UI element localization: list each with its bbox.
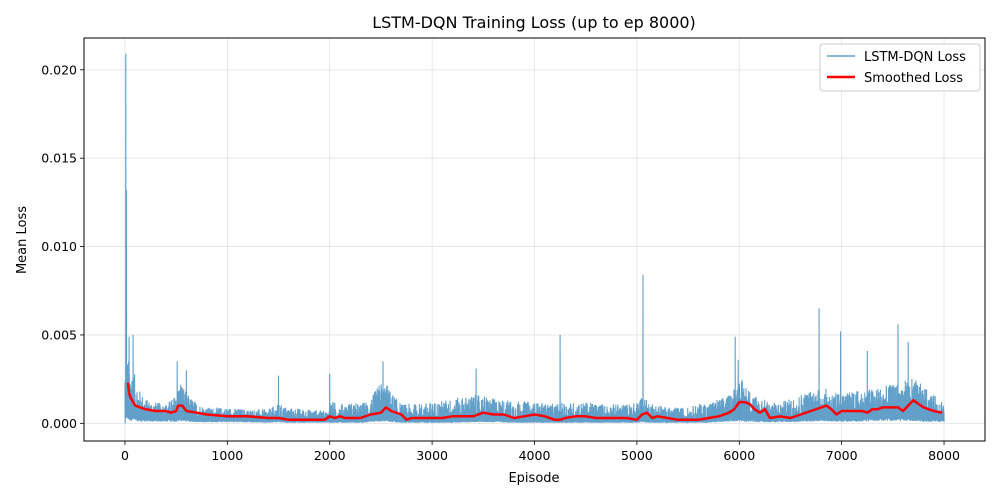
legend-box bbox=[819, 43, 981, 92]
x-tick-label: 0 bbox=[121, 448, 129, 463]
series-raw-loss bbox=[124, 53, 945, 424]
x-axis: 0 1000 2000 3000 4000 5000 6000 7000 8000 bbox=[121, 441, 960, 463]
x-tick-label: 7000 bbox=[826, 448, 858, 463]
x-axis-label: Episode bbox=[508, 471, 559, 486]
y-tick-label: 0.005 bbox=[41, 327, 77, 342]
y-tick-label: 0.000 bbox=[41, 416, 77, 431]
grid bbox=[84, 38, 985, 441]
legend: LSTM-DQN Loss Smoothed Loss bbox=[819, 43, 981, 92]
smoothed-loss-line bbox=[126, 382, 943, 422]
x-tick-label: 1000 bbox=[211, 448, 243, 463]
y-tick-label: 0.010 bbox=[41, 239, 77, 254]
x-tick-label: 4000 bbox=[519, 448, 551, 463]
y-tick-label: 0.015 bbox=[41, 151, 77, 166]
x-tick-label: 3000 bbox=[416, 448, 448, 463]
y-axis-label: Mean Loss bbox=[15, 206, 30, 274]
legend-label-raw: LSTM-DQN Loss bbox=[864, 50, 966, 65]
x-tick-label: 2000 bbox=[314, 448, 346, 463]
x-tick-label: 8000 bbox=[928, 448, 960, 463]
y-tick-label: 0.020 bbox=[41, 62, 77, 77]
y-axis: 0.000 0.005 0.010 0.015 0.020 bbox=[41, 62, 84, 431]
series-smoothed-loss bbox=[126, 382, 943, 422]
x-tick-label: 6000 bbox=[723, 448, 755, 463]
legend-label-smoothed: Smoothed Loss bbox=[864, 71, 963, 86]
x-tick-label: 5000 bbox=[621, 448, 653, 463]
raw-loss-line bbox=[124, 53, 945, 424]
chart-title: LSTM-DQN Training Loss (up to ep 8000) bbox=[372, 13, 696, 32]
